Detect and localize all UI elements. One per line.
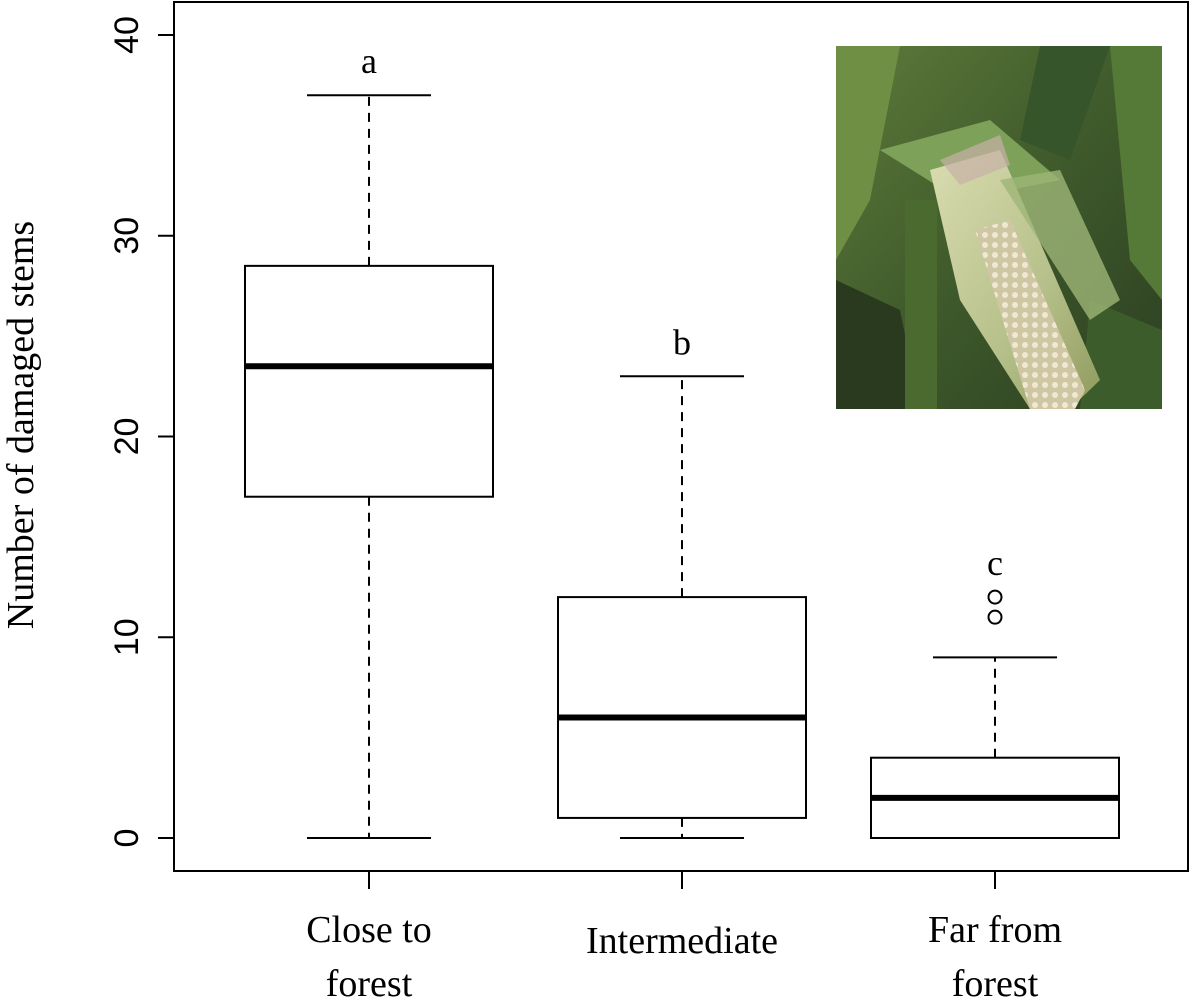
boxes: a b c <box>244 41 1120 840</box>
y-tick-label: 40 <box>108 16 146 54</box>
box-group: b <box>557 322 807 839</box>
x-tick-label-line: forest <box>952 963 1039 1000</box>
x-tick-label-line: Intermediate <box>586 920 778 962</box>
significance-letter: a <box>361 41 377 81</box>
outlier-point <box>987 589 1003 605</box>
box-group: c <box>870 543 1120 840</box>
x-tick-label: Far from forest <box>928 909 1062 1000</box>
significance-letter: c <box>987 543 1003 583</box>
y-tick-label: 20 <box>108 418 146 456</box>
outlier-point <box>987 609 1003 625</box>
box-iqr <box>244 264 494 498</box>
y-axis-label: Number of damaged stems <box>0 221 42 629</box>
y-tick-label: 10 <box>108 618 146 656</box>
y-tick-label: 30 <box>108 217 146 255</box>
x-axis: Close to forest Intermediate Far from forest <box>306 871 1062 1000</box>
x-tick-label-line: forest <box>326 963 413 1000</box>
maize-cob-damage-photo <box>836 46 1162 409</box>
x-tick-label-line: Far from <box>928 909 1062 951</box>
x-tick-label-line: Close to <box>306 909 432 951</box>
y-axis: 0 10 20 30 40 <box>108 16 175 848</box>
box-group: a <box>244 41 494 839</box>
y-tick-label: 0 <box>108 829 146 848</box>
x-tick-label: Close to forest <box>306 909 432 1000</box>
box-iqr <box>557 596 807 819</box>
significance-letter: b <box>673 322 691 362</box>
x-tick-label: Intermediate <box>586 920 778 962</box>
